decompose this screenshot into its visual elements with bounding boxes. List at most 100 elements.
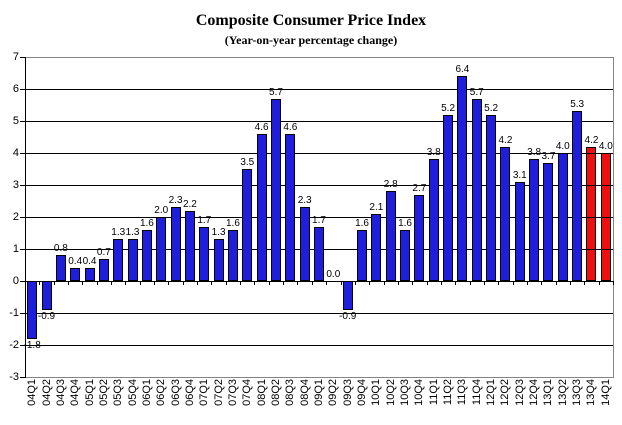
category-tick	[54, 281, 55, 285]
x-tick-label-06Q2: 06Q2	[155, 379, 168, 406]
x-tick-label-05Q3: 05Q3	[112, 379, 125, 406]
y-tick-label: 6	[12, 83, 19, 95]
category-tick	[183, 281, 184, 285]
bar-10Q4	[414, 194, 425, 281]
x-tick-label-05Q1: 05Q1	[83, 379, 96, 406]
bar-13Q2	[557, 153, 568, 281]
data-label-10Q1: 2.1	[369, 201, 384, 213]
x-tick-label-04Q2: 04Q2	[40, 379, 53, 406]
data-label-13Q1: 3.7	[541, 150, 556, 162]
bar-06Q1	[141, 229, 152, 281]
bar-07Q2	[213, 239, 224, 281]
x-tick-label-04Q4: 04Q4	[69, 379, 82, 406]
data-label-06Q2: 2.0	[154, 205, 169, 216]
data-label-11Q2: 5.2	[441, 102, 456, 114]
plot-border-bottom	[25, 377, 613, 378]
y-tick--3	[20, 377, 25, 378]
bar-08Q3	[285, 133, 296, 281]
data-label-07Q4: 3.5	[240, 157, 255, 168]
category-tick	[484, 281, 485, 285]
y-tick-label: 0	[12, 275, 19, 287]
x-tick-label-09Q3: 09Q3	[341, 379, 354, 406]
category-tick	[613, 281, 614, 285]
chart-title: Composite Consumer Price Index	[195, 12, 427, 29]
y-tick-5	[20, 121, 25, 122]
bar-12Q1	[486, 114, 497, 281]
bar-05Q4	[127, 239, 138, 281]
x-tick-label-08Q2: 08Q2	[269, 379, 282, 406]
category-tick	[211, 281, 212, 285]
x-tick-label-12Q1: 12Q1	[485, 379, 498, 406]
data-label-10Q2: 2.8	[383, 179, 398, 191]
x-tick-label-13Q1: 13Q1	[542, 379, 555, 406]
bar-04Q1	[27, 281, 38, 339]
category-tick	[254, 281, 255, 285]
category-tick	[441, 281, 442, 285]
x-tick-label-08Q3: 08Q3	[284, 379, 297, 406]
category-tick	[355, 281, 356, 285]
category-tick	[125, 281, 126, 285]
y-tick-7	[20, 57, 25, 58]
x-tick-label-08Q4: 08Q4	[298, 379, 311, 406]
y-tick-label: -2	[9, 339, 19, 351]
x-tick-label-06Q4: 06Q4	[183, 379, 196, 406]
x-tick-label-07Q3: 07Q3	[226, 379, 239, 406]
bar-10Q3	[400, 229, 411, 281]
y-tick-label: -1	[9, 307, 19, 319]
x-tick-label-12Q2: 12Q2	[499, 379, 512, 406]
category-tick	[283, 281, 284, 285]
category-tick	[398, 281, 399, 285]
x-tick-label-07Q4: 07Q4	[241, 379, 254, 406]
bar-13Q3	[572, 111, 583, 281]
bar-06Q3	[170, 207, 181, 281]
x-tick-label-14Q1: 14Q1	[599, 379, 612, 406]
gridline-2	[25, 217, 613, 218]
x-tick-label-10Q4: 10Q4	[413, 379, 426, 406]
data-label-05Q3: 1.3	[111, 227, 126, 239]
bar-05Q1	[84, 268, 95, 281]
category-tick	[498, 281, 499, 285]
x-tick-label-10Q2: 10Q2	[384, 379, 397, 406]
data-label-11Q3: 6.4	[455, 64, 470, 76]
data-label-13Q2: 4.0	[555, 141, 570, 152]
category-tick	[412, 281, 413, 285]
bar-12Q2	[500, 146, 511, 281]
gridline-5	[25, 121, 613, 122]
y-tick-label: 7	[12, 51, 19, 63]
bar-04Q3	[55, 255, 66, 281]
x-tick-label-04Q1: 04Q1	[26, 379, 39, 406]
y-axis-line	[25, 57, 26, 378]
bar-05Q2	[98, 258, 109, 281]
x-tick-label-07Q2: 07Q2	[212, 379, 225, 406]
data-label-05Q1: 0.4	[82, 256, 97, 268]
x-tick-label-13Q4: 13Q4	[585, 379, 598, 406]
category-tick	[25, 281, 26, 285]
bar-09Q1	[314, 226, 324, 281]
data-label-06Q3: 2.3	[168, 195, 183, 207]
x-tick-label-09Q1: 09Q1	[313, 379, 325, 406]
category-tick	[513, 281, 514, 285]
x-tick-label-09Q4: 09Q4	[356, 379, 369, 406]
gridline-3	[25, 185, 613, 186]
bar-06Q4	[184, 210, 195, 281]
bar-12Q3	[514, 181, 525, 281]
category-tick	[427, 281, 428, 285]
data-label-04Q4: 0.4	[68, 256, 83, 268]
plot-border-right	[613, 57, 614, 378]
data-label-13Q4: 4.2	[584, 134, 599, 146]
bar-09Q4	[357, 229, 368, 281]
data-label-12Q1: 5.2	[484, 102, 499, 114]
y-tick-0	[20, 281, 25, 282]
y-tick-label: 5	[12, 115, 19, 127]
data-label-09Q4: 1.6	[355, 217, 369, 229]
x-tick-label-13Q2: 13Q2	[556, 379, 569, 406]
category-tick	[599, 281, 600, 285]
gridline--2	[25, 345, 613, 346]
bar-09Q3	[342, 281, 353, 310]
plot-area: -1.8 -0.9 0.8 0.4 0.4 0.7 1.3 1.3 1.6 2.0 2.3 2.2 1.…	[20, 57, 614, 378]
bar-10Q1	[371, 213, 382, 281]
data-label-05Q2: 0.7	[96, 246, 111, 258]
plot-border-top	[25, 57, 613, 58]
category-tick	[584, 281, 585, 285]
